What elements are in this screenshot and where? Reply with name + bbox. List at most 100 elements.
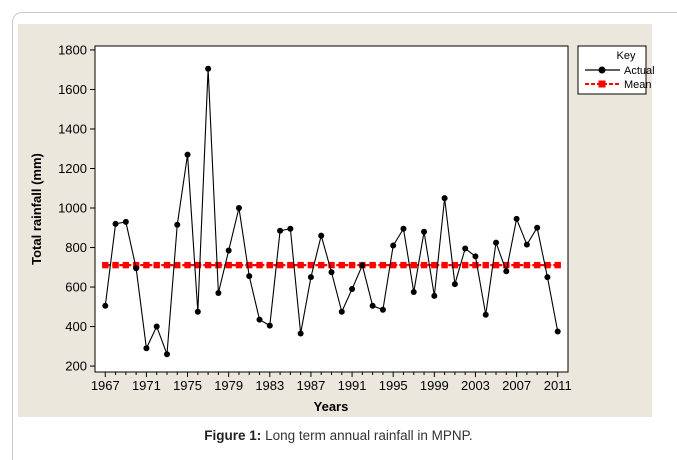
x-tick-label: 2003 [461, 378, 490, 393]
actual-point [503, 268, 510, 275]
mean-point [256, 261, 263, 269]
mean-point [287, 261, 294, 269]
actual-point [534, 224, 541, 231]
mean-point [523, 261, 531, 269]
actual-point [523, 241, 530, 248]
actual-point [554, 328, 561, 335]
actual-point [410, 288, 417, 295]
mean-point [544, 261, 551, 269]
mean-point [225, 261, 232, 269]
mean-point [215, 261, 222, 269]
actual-point [256, 316, 263, 323]
mean-point [102, 261, 109, 269]
plot-area [94, 45, 569, 373]
actual-point [482, 311, 489, 318]
x-tick-label: 2007 [502, 378, 531, 393]
actual-point [277, 227, 284, 234]
caption-text: Long term annual rainfall in MPNP. [261, 428, 473, 443]
legend-label-mean: Mean [624, 79, 652, 91]
mean-point [554, 261, 561, 269]
actual-point [246, 273, 253, 280]
mean-point [451, 261, 459, 269]
legend-marker-mean [598, 80, 606, 88]
actual-point [143, 345, 150, 352]
actual-point [307, 274, 314, 281]
y-axis: 200 400 600 800 1000 1200 1400 1600 1800 [58, 42, 95, 374]
actual-point [133, 265, 140, 272]
figure-caption: Figure 1: Long term annual rainfall in M… [0, 428, 677, 443]
legend-marker-actual [598, 66, 606, 74]
mean-point [246, 261, 253, 269]
actual-point [122, 218, 129, 225]
actual-point [493, 239, 500, 246]
x-tick-label: 1995 [379, 378, 408, 393]
mean-point [307, 261, 315, 269]
y-tick-label: 1200 [58, 161, 87, 176]
legend-title: Key [617, 50, 636, 62]
mean-point [153, 261, 160, 269]
mean-point [266, 261, 274, 269]
mean-point [194, 261, 202, 269]
actual-point [369, 302, 376, 309]
actual-point [102, 302, 109, 309]
mean-point [204, 261, 212, 269]
actual-point [235, 205, 242, 212]
x-tick-label: 1999 [420, 378, 449, 393]
mean-point [132, 261, 140, 269]
actual-point [318, 232, 325, 239]
mean-point [143, 261, 150, 269]
y-tick-label: 1600 [58, 82, 87, 97]
mean-point [184, 261, 191, 269]
legend-label-actual: Actual [624, 65, 655, 77]
actual-point [184, 151, 191, 158]
mean-point [533, 261, 541, 269]
mean-point [389, 261, 397, 269]
actual-point [451, 281, 458, 288]
x-tick-label: 1987 [296, 378, 325, 393]
mean-point [174, 261, 181, 269]
actual-point [328, 269, 335, 276]
mean-point [163, 261, 171, 269]
actual-point [359, 262, 366, 269]
actual-point [421, 228, 428, 235]
actual-point [390, 242, 397, 249]
x-tick-label: 1991 [338, 378, 367, 393]
actual-point [205, 65, 212, 72]
mean-point [461, 261, 469, 269]
actual-point [513, 215, 520, 222]
mean-point [235, 261, 243, 269]
mean-point [410, 261, 417, 269]
actual-point [215, 289, 222, 296]
y-tick-label: 1000 [58, 201, 87, 216]
actual-point [266, 322, 273, 329]
y-tick-label: 200 [65, 359, 87, 374]
y-tick-label: 600 [65, 280, 87, 295]
y-tick-label: 400 [65, 319, 87, 334]
x-tick-label: 1983 [255, 378, 284, 393]
mean-point [441, 261, 448, 269]
x-tick-label: 1971 [132, 378, 161, 393]
y-tick-label: 1400 [58, 121, 87, 136]
actual-point [287, 225, 294, 232]
y-tick-label: 800 [65, 240, 87, 255]
y-axis-title: Total rainfall (mm) [29, 153, 44, 265]
actual-point [338, 308, 345, 315]
actual-point [194, 308, 201, 315]
actual-point [225, 247, 232, 254]
mean-point [472, 261, 479, 269]
mean-point [297, 261, 304, 269]
actual-point [544, 274, 551, 281]
mean-point [338, 261, 345, 269]
actual-point [153, 323, 160, 330]
x-tick-label: 1967 [91, 378, 120, 393]
mean-point [328, 261, 335, 269]
y-tick-label: 1800 [58, 42, 87, 57]
mean-point [420, 261, 428, 269]
mean-point [112, 261, 119, 269]
x-axis-title: Years [314, 399, 349, 414]
actual-point [112, 220, 119, 227]
mean-point [400, 261, 407, 269]
actual-point [431, 292, 438, 299]
actual-point [400, 225, 407, 232]
actual-point [472, 253, 479, 260]
